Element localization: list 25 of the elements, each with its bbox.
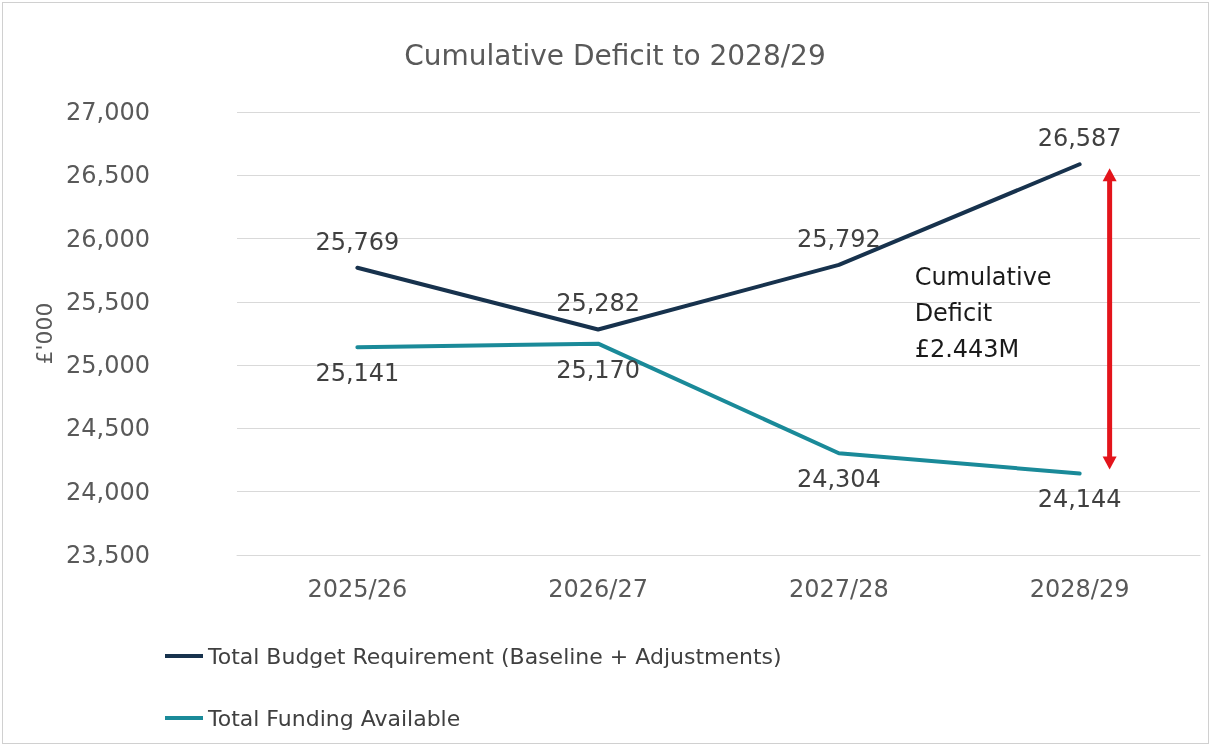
data-label: 25,792 bbox=[796, 224, 881, 253]
data-label: 25,141 bbox=[315, 359, 400, 388]
data-label: 25,170 bbox=[556, 355, 641, 384]
y-tick-label: 26,000 bbox=[66, 224, 150, 253]
y-tick-label: 25,500 bbox=[66, 287, 150, 316]
y-axis-title: £'000 bbox=[31, 302, 57, 365]
legend-label: Total Funding Available bbox=[207, 705, 461, 731]
y-tick-label: 24,000 bbox=[66, 477, 150, 506]
data-label: 26,587 bbox=[1037, 124, 1122, 153]
data-label: 25,282 bbox=[556, 289, 641, 318]
y-tick-label: 23,500 bbox=[66, 541, 150, 569]
data-label: 25,769 bbox=[315, 227, 400, 256]
annotation: Cumulative Deficit £2.443M bbox=[914, 262, 1052, 363]
y-tick-label: 27,000 bbox=[66, 98, 150, 126]
legend-label: Total Budget Requirement (Baseline + Adjustments) bbox=[207, 643, 782, 669]
chart-title: Cumulative Deficit to 2028/29 bbox=[404, 38, 826, 72]
y-tick-label: 25,000 bbox=[66, 351, 150, 380]
x-tick-label: 2028/29 bbox=[1029, 575, 1130, 603]
x-tick-label: 2026/27 bbox=[548, 575, 648, 603]
y-tick-label: 26,500 bbox=[66, 161, 150, 190]
data-label: 24,304 bbox=[796, 465, 881, 494]
y-tick-label: 24,500 bbox=[66, 414, 150, 443]
data-label: 24,144 bbox=[1037, 485, 1122, 514]
x-tick-label: 2025/26 bbox=[307, 575, 408, 603]
x-tick-label: 2027/28 bbox=[789, 575, 889, 603]
